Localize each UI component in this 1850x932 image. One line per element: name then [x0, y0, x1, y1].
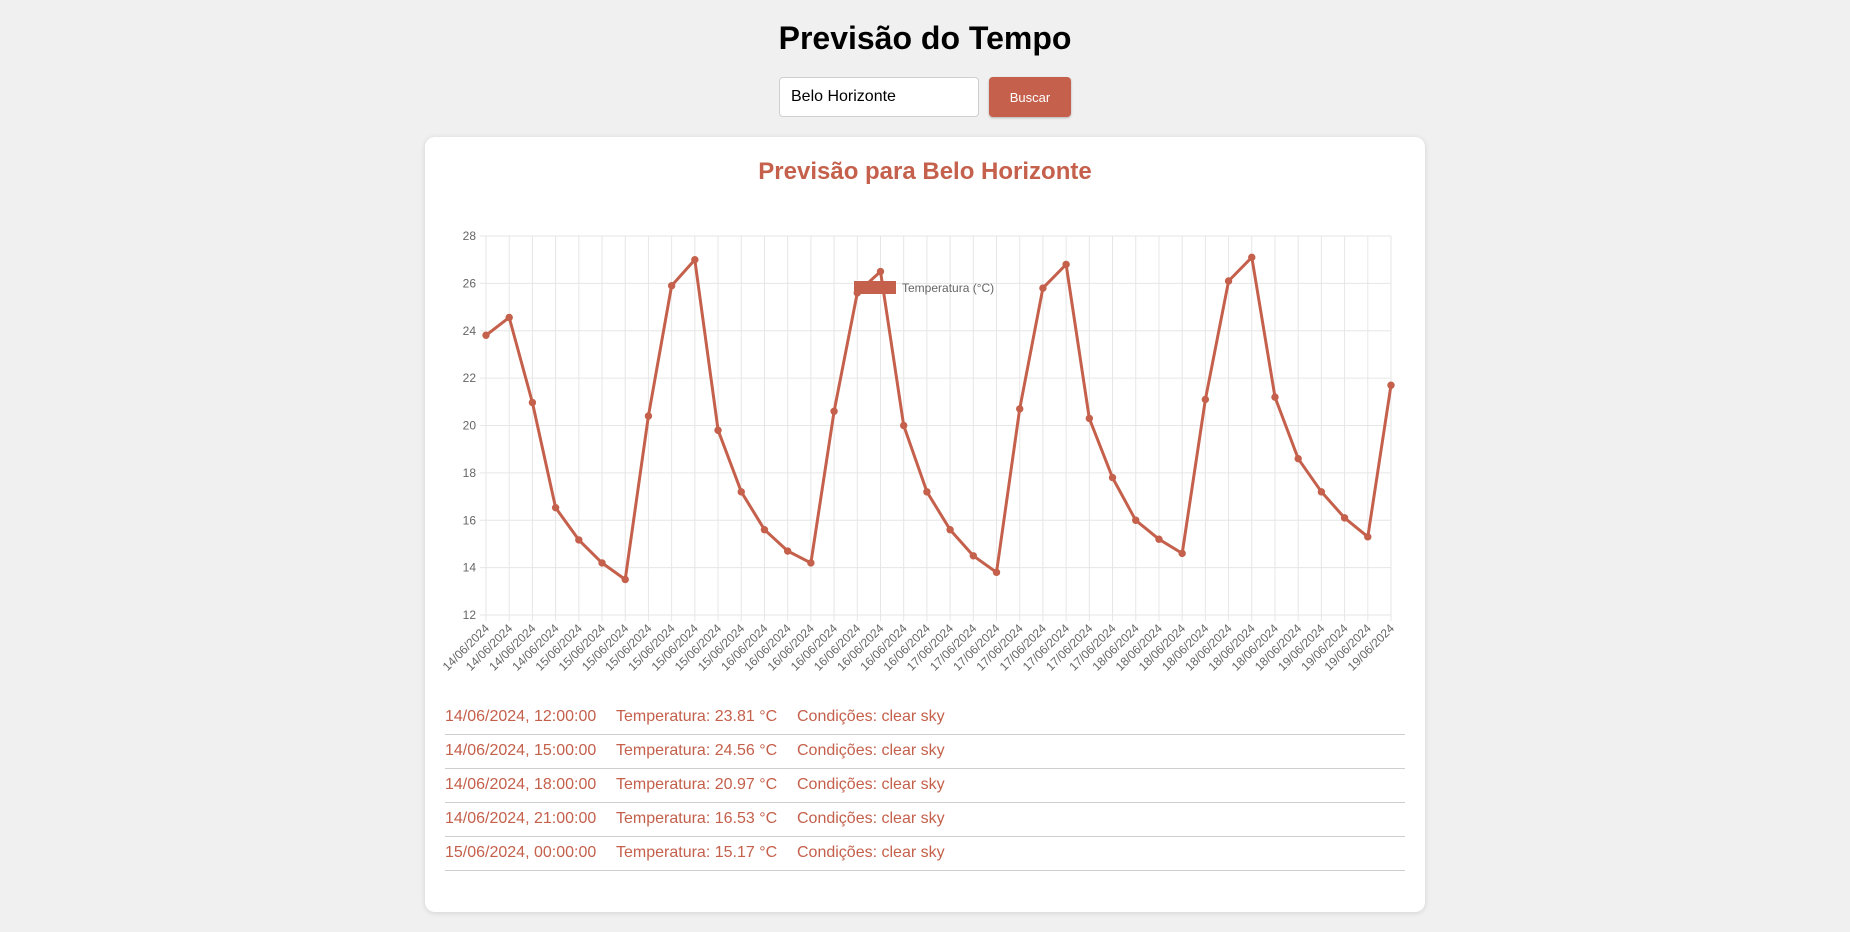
entry-conditions: Condições: clear sky — [797, 844, 945, 861]
data-point — [714, 426, 722, 434]
data-point — [575, 536, 583, 544]
y-tick-label: 20 — [463, 419, 477, 433]
data-point — [946, 526, 954, 534]
data-point — [783, 547, 792, 555]
data-point — [992, 568, 1001, 577]
data-point — [691, 255, 699, 264]
data-point — [1108, 473, 1117, 482]
forecast-entry: 14/06/2024, 21:00:00 Temperatura: 16.53 °… — [445, 804, 1405, 837]
data-point — [1317, 488, 1326, 496]
y-tick-label: 12 — [463, 608, 477, 622]
entry-conditions: Condições: clear sky — [797, 742, 945, 759]
data-point — [853, 289, 861, 297]
data-point — [644, 412, 653, 420]
search-button[interactable]: Buscar — [989, 77, 1071, 117]
data-point — [1271, 393, 1279, 401]
data-point — [1224, 277, 1233, 285]
entry-temperature: Temperatura: 15.17 °C — [616, 844, 778, 861]
data-point — [598, 559, 606, 567]
forecast-title: Previsão para Belo Horizonte — [758, 158, 1092, 185]
data-point — [1248, 253, 1256, 262]
legend-label: Temperatura (°C) — [902, 281, 994, 295]
data-point — [1085, 414, 1094, 423]
entry-datetime: 14/06/2024, 21:00:00 — [445, 810, 597, 827]
data-point — [1294, 454, 1302, 463]
data-point — [1039, 284, 1047, 292]
entry-conditions: Condições: clear sky — [797, 776, 945, 793]
data-point — [551, 503, 560, 512]
temperature-chart: 12141618202224262814/06/202414/06/202414… — [440, 229, 1398, 674]
data-point — [830, 407, 838, 415]
entry-temperature: Temperatura: 20.97 °C — [616, 776, 778, 793]
data-point — [737, 488, 745, 496]
data-point — [1340, 514, 1349, 522]
city-input[interactable] — [779, 77, 979, 117]
y-tick-label: 14 — [463, 561, 477, 575]
data-point — [1201, 395, 1210, 404]
entry-temperature: Temperatura: 16.53 °C — [616, 810, 778, 827]
data-point — [1062, 260, 1070, 269]
data-point — [667, 282, 676, 290]
data-point — [969, 552, 978, 560]
data-point — [1387, 381, 1395, 389]
data-point — [1132, 516, 1140, 524]
entry-conditions: Condições: clear sky — [797, 810, 945, 827]
series-line — [485, 255, 1393, 581]
data-point — [899, 421, 908, 430]
data-point — [760, 526, 769, 534]
data-point — [1364, 533, 1372, 541]
y-tick-label: 28 — [463, 229, 477, 243]
entry-temperature: Temperatura: 24.56 °C — [616, 742, 778, 759]
y-tick-label: 16 — [463, 513, 477, 527]
data-point — [807, 559, 815, 567]
page-title: Previsão do Tempo — [778, 20, 1072, 56]
entry-datetime: 14/06/2024, 12:00:00 — [445, 708, 597, 725]
entry-conditions: Condições: clear sky — [797, 708, 945, 725]
forecast-entry: 14/06/2024, 15:00:00 Temperatura: 24.56 °… — [445, 736, 1405, 769]
forecast-entry: 14/06/2024, 18:00:00 Temperatura: 20.97 °… — [445, 770, 1405, 803]
forecast-list: 14/06/2024, 12:00:00 Temperatura: 23.81 °… — [445, 702, 1405, 872]
data-point — [528, 398, 537, 407]
data-point — [621, 575, 629, 584]
data-point — [1178, 549, 1186, 558]
data-point — [876, 267, 885, 276]
data-point — [482, 331, 490, 339]
data-point — [505, 313, 513, 322]
y-tick-label: 26 — [463, 276, 477, 290]
search-bar: Buscar — [0, 77, 1850, 117]
entry-datetime: 15/06/2024, 00:00:00 — [445, 844, 597, 861]
forecast-entry: 15/06/2024, 00:00:00 Temperatura: 15.17 °… — [445, 838, 1405, 871]
y-tick-label: 18 — [463, 466, 477, 480]
forecast-entry: 14/06/2024, 12:00:00 Temperatura: 23.81 °… — [445, 702, 1405, 735]
y-tick-label: 22 — [463, 371, 477, 385]
data-point — [923, 488, 931, 496]
entry-temperature: Temperatura: 23.81 °C — [616, 708, 778, 725]
data-point — [1155, 535, 1163, 543]
entry-datetime: 14/06/2024, 18:00:00 — [445, 776, 597, 793]
entry-datetime: 14/06/2024, 15:00:00 — [445, 742, 597, 759]
forecast-card: Previsão para Belo Horizonte 12 14 16 18 20 2… — [425, 137, 1425, 912]
data-point — [1016, 405, 1024, 413]
y-tick-label: 24 — [463, 324, 477, 338]
